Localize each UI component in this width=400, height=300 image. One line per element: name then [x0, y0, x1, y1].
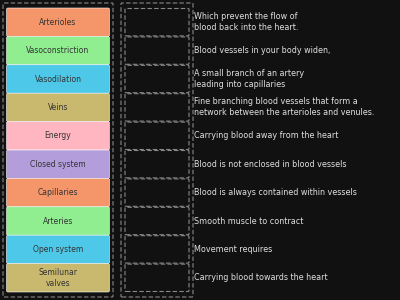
- Text: Capillaries: Capillaries: [38, 188, 78, 197]
- Text: A small branch of an artery
leading into capillaries: A small branch of an artery leading into…: [194, 69, 304, 89]
- Text: Open system: Open system: [33, 245, 83, 254]
- Text: Vasodilation: Vasodilation: [34, 74, 82, 83]
- Text: Which prevent the flow of
blood back into the heart.: Which prevent the flow of blood back int…: [194, 12, 298, 32]
- Text: Movement requires: Movement requires: [194, 245, 272, 254]
- FancyBboxPatch shape: [6, 65, 110, 93]
- Text: Semilunar
valves: Semilunar valves: [38, 268, 78, 287]
- FancyBboxPatch shape: [6, 93, 110, 122]
- Text: Vasoconstriction: Vasoconstriction: [26, 46, 90, 55]
- Text: Blood vessels in your body widen,: Blood vessels in your body widen,: [194, 46, 330, 55]
- Text: Blood is not enclosed in blood vessels: Blood is not enclosed in blood vessels: [194, 160, 346, 169]
- FancyBboxPatch shape: [6, 207, 110, 235]
- FancyBboxPatch shape: [6, 150, 110, 178]
- FancyBboxPatch shape: [6, 178, 110, 207]
- Text: Blood is always contained within vessels: Blood is always contained within vessels: [194, 188, 357, 197]
- FancyBboxPatch shape: [6, 235, 110, 264]
- FancyBboxPatch shape: [6, 36, 110, 65]
- Text: Veins: Veins: [48, 103, 68, 112]
- Text: Energy: Energy: [45, 131, 71, 140]
- FancyBboxPatch shape: [6, 264, 110, 292]
- Text: Smooth muscle to contract: Smooth muscle to contract: [194, 217, 303, 226]
- Text: Fine branching blood vessels that form a
network between the arterioles and venu: Fine branching blood vessels that form a…: [194, 97, 374, 117]
- Text: Closed system: Closed system: [30, 160, 86, 169]
- Text: Carrying blood away from the heart: Carrying blood away from the heart: [194, 131, 338, 140]
- Text: Carrying blood towards the heart: Carrying blood towards the heart: [194, 273, 328, 282]
- Text: Arteries: Arteries: [43, 217, 73, 226]
- FancyBboxPatch shape: [6, 122, 110, 150]
- Text: Arterioles: Arterioles: [39, 18, 77, 27]
- FancyBboxPatch shape: [6, 8, 110, 36]
